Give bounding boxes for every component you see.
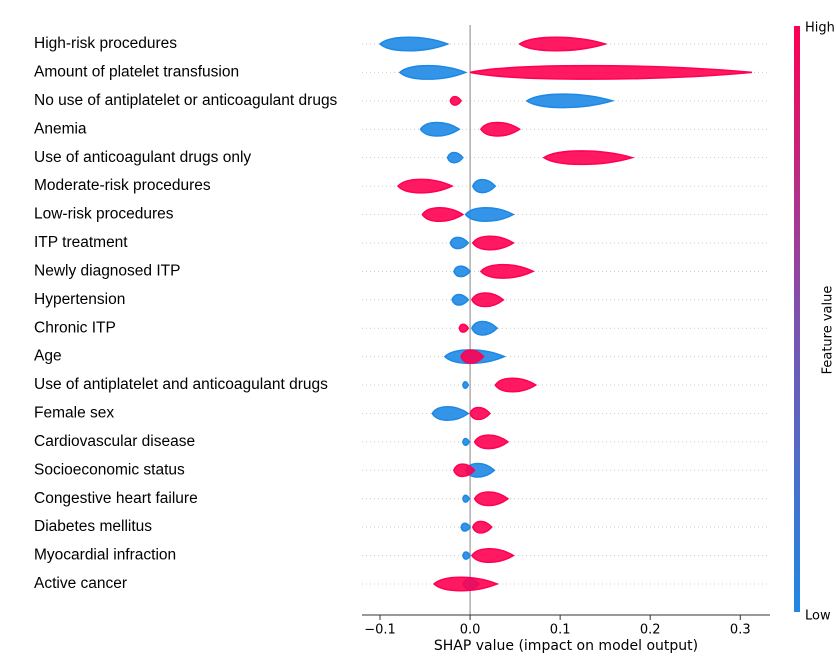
feature-label: Active cancer xyxy=(34,575,127,592)
swarm-cluster xyxy=(494,377,538,393)
feature-label: Chronic ITP xyxy=(34,319,116,336)
swarm-cluster xyxy=(469,64,753,80)
swarm-cluster xyxy=(473,434,510,450)
x-tick-label: 0.1 xyxy=(550,623,571,638)
swarm-cluster xyxy=(431,405,470,421)
feature-label: Amount of platelet transfusion xyxy=(34,64,239,81)
swarm-cluster xyxy=(462,381,470,390)
swarm-cluster xyxy=(451,293,470,306)
feature-label: ITP treatment xyxy=(34,234,128,251)
feature-label: High-risk procedures xyxy=(34,35,177,52)
swarm-cluster xyxy=(525,93,615,109)
swarm-cluster xyxy=(471,292,505,308)
swarm-cluster xyxy=(471,235,515,251)
feature-label: Newly diagnosed ITP xyxy=(34,262,180,279)
feature-label: Cardiovascular disease xyxy=(34,433,195,450)
swarm-cluster xyxy=(479,121,521,137)
colorbar-label: Feature value xyxy=(821,286,836,375)
feature-label: Use of antiplatelet and anticoagulant dr… xyxy=(34,376,328,393)
swarm-cluster xyxy=(378,36,450,52)
feature-label: Low-risk procedures xyxy=(34,206,174,223)
feature-label: Age xyxy=(34,348,62,365)
feature-label: Female sex xyxy=(34,405,114,422)
feature-label: Use of anticoagulant drugs only xyxy=(34,149,251,166)
swarm-cluster xyxy=(462,494,471,503)
swarm-cluster xyxy=(453,265,472,278)
swarm-cluster xyxy=(460,349,485,364)
feature-label: Hypertension xyxy=(34,291,125,308)
x-tick-label: 0.0 xyxy=(460,623,481,638)
swarm-cluster xyxy=(446,151,464,164)
x-tick-label: 0.3 xyxy=(730,623,751,638)
swarm-cluster xyxy=(460,522,471,532)
swarm-cluster xyxy=(398,65,468,80)
feature-label: Congestive heart failure xyxy=(34,490,198,507)
swarm-cluster xyxy=(449,95,462,106)
colorbar-low: Low xyxy=(805,609,831,624)
swarm-cluster xyxy=(542,150,635,166)
swarm-cluster xyxy=(449,236,470,250)
feature-label: No use of antiplatelet or anticoagulant … xyxy=(34,92,338,109)
swarm-cluster xyxy=(462,551,471,560)
feature-label: Socioeconomic status xyxy=(34,461,185,478)
feature-label: Diabetes mellitus xyxy=(34,518,152,535)
swarm-cluster xyxy=(464,462,496,478)
swarm-cluster xyxy=(518,36,608,52)
x-tick-label: −0.1 xyxy=(364,623,396,638)
x-tick-label: 0.2 xyxy=(640,623,661,638)
swarm-cluster xyxy=(419,121,461,137)
swarm-cluster xyxy=(458,323,470,333)
swarm-cluster xyxy=(471,520,493,534)
swarm-cluster xyxy=(453,463,476,478)
swarm-cluster xyxy=(462,437,471,447)
swarm-cluster xyxy=(397,178,454,194)
swarm-cluster xyxy=(471,178,497,194)
swarm-cluster xyxy=(470,548,515,564)
feature-label: Moderate-risk procedures xyxy=(34,177,211,194)
swarm-cluster xyxy=(473,491,510,507)
colorbar-high: High xyxy=(805,21,835,36)
colorbar xyxy=(794,26,800,612)
swarm-cluster xyxy=(432,576,500,592)
x-axis-label: SHAP value (impact on model output) xyxy=(434,638,698,654)
swarm-cluster xyxy=(479,263,535,279)
swarm-cluster xyxy=(471,320,499,336)
swarm-cluster xyxy=(469,406,491,421)
swarm-cluster xyxy=(464,207,515,223)
feature-label: Myocardial infraction xyxy=(34,547,176,564)
feature-label: Anemia xyxy=(34,120,87,137)
swarm-cluster xyxy=(421,207,465,223)
